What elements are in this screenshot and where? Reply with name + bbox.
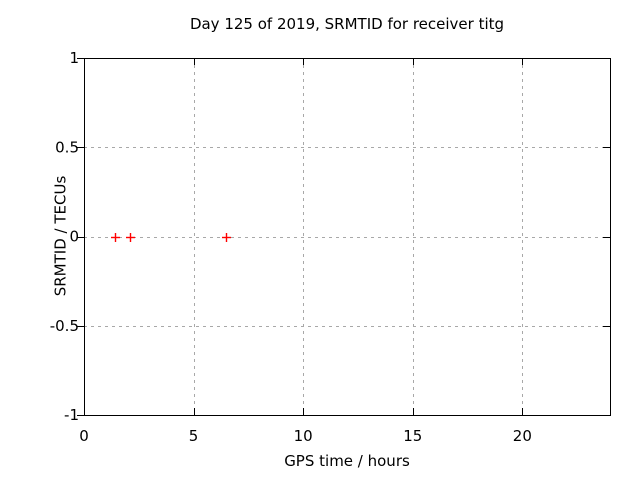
y-tick-label: 1 — [69, 49, 79, 67]
y-tick-labels: 1 0.5 0 -0.5 -1 — [50, 49, 79, 424]
axis-ticks — [77, 58, 610, 416]
y-tick-label: 0.5 — [55, 138, 79, 156]
data-point-marker — [111, 233, 120, 242]
gridlines — [84, 58, 610, 415]
x-tick-label: 0 — [79, 427, 89, 445]
x-axis-label: GPS time / hours — [284, 452, 410, 470]
chart-title: Day 125 of 2019, SRMTID for receiver tit… — [189, 15, 505, 33]
x-tick-label: 10 — [294, 427, 313, 445]
data-point-marker — [222, 233, 231, 242]
y-tick-label: -1 — [64, 406, 79, 424]
x-tick-label: 20 — [513, 427, 532, 445]
x-tick-label: 15 — [403, 427, 422, 445]
y-tick-label: 0 — [69, 228, 79, 246]
y-tick-label: -0.5 — [50, 317, 79, 335]
x-tick-label: 5 — [189, 427, 199, 445]
data-point-marker — [126, 233, 135, 242]
plot-border — [84, 58, 611, 416]
x-tick-labels: 0 5 10 15 20 — [79, 427, 532, 445]
data-points — [111, 233, 231, 242]
